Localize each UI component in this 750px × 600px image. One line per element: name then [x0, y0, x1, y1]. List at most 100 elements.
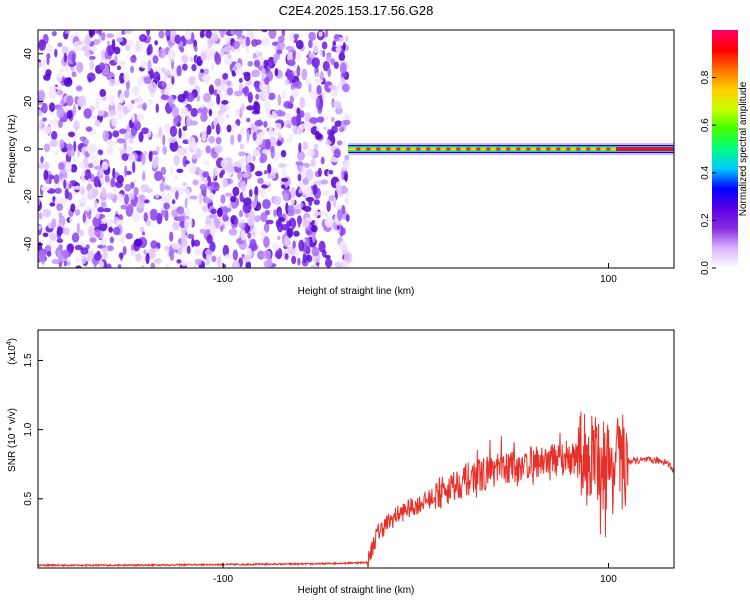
noise-blob [296, 125, 304, 137]
noise-blob [76, 222, 80, 234]
noise-blob [266, 82, 270, 94]
noise-blob [285, 45, 295, 51]
noise-blob [231, 260, 240, 268]
noise-blob [165, 30, 171, 38]
noise-blob [161, 67, 166, 74]
noise-blob [309, 90, 319, 101]
noise-blob [335, 104, 342, 110]
noise-blob [40, 155, 44, 164]
noise-blob [214, 182, 220, 192]
noise-blob [66, 95, 74, 107]
noise-blob [284, 253, 289, 260]
noise-blob [161, 80, 166, 88]
noise-blob [67, 260, 71, 266]
noise-blob [130, 66, 134, 74]
noise-blob [263, 170, 268, 175]
noise-blob [298, 239, 305, 252]
noise-blob [128, 153, 136, 163]
noise-blob [270, 147, 275, 159]
signal-core-dash [396, 147, 401, 151]
noise-blob [257, 250, 265, 260]
noise-blob [191, 237, 195, 248]
noise-blob [174, 174, 178, 181]
noise-blob [320, 179, 329, 185]
noise-blob [325, 30, 329, 36]
noise-blob [142, 170, 146, 180]
noise-blob [193, 239, 201, 247]
noise-blob [141, 264, 146, 268]
noise-blob [51, 258, 61, 265]
noise-blob [134, 41, 144, 53]
noise-blob [206, 175, 212, 187]
noise-blob [290, 88, 299, 98]
noise-blob [233, 62, 243, 75]
noise-blob [316, 126, 320, 132]
noise-blob [222, 178, 229, 188]
noise-blob [170, 166, 174, 175]
noise-blob [136, 113, 145, 122]
noise-blob [145, 35, 152, 42]
noise-blob [42, 232, 49, 237]
noise-blob [51, 130, 58, 140]
noise-blob [164, 123, 171, 133]
noise-blob [274, 68, 279, 77]
noise-blob [281, 90, 287, 100]
noise-blob [210, 33, 219, 42]
noise-blob [123, 71, 130, 83]
noise-blob [164, 263, 170, 268]
noise-blob [241, 103, 245, 112]
noise-blob [49, 202, 56, 207]
noise-blob [277, 94, 282, 107]
noise-blob [90, 173, 95, 183]
noise-blob [296, 51, 302, 62]
noise-blob [57, 42, 63, 48]
noise-blob [303, 205, 312, 212]
noise-blob [252, 131, 257, 141]
noise-blob [180, 233, 187, 243]
noise-blob [231, 123, 238, 129]
noise-blob [134, 238, 143, 247]
noise-blob [106, 40, 110, 46]
noise-blob [199, 228, 206, 234]
noise-blob [281, 223, 290, 231]
noise-blob [322, 190, 330, 197]
noise-blob [76, 61, 84, 73]
noise-blob [199, 183, 208, 191]
noise-blob [199, 30, 205, 39]
noise-blob [171, 75, 175, 85]
noise-blob [260, 212, 268, 223]
noise-blob [277, 163, 287, 168]
noise-blob [313, 199, 320, 206]
noise-blob [281, 184, 286, 189]
noise-blob [204, 77, 210, 85]
noise-blob [72, 129, 78, 140]
noise-blob [324, 216, 334, 228]
noise-blob [289, 31, 296, 43]
noise-blob [98, 62, 106, 71]
noise-blob [40, 185, 50, 192]
noise-blob [203, 68, 210, 75]
noise-blob [211, 62, 215, 73]
noise-blob [71, 186, 75, 193]
y-tick-label: 40 [23, 48, 34, 60]
noise-blob [225, 114, 229, 119]
noise-blob [255, 93, 260, 100]
noise-blob [124, 89, 130, 99]
noise-blob [341, 140, 346, 147]
noise-blob [76, 150, 81, 158]
noise-blob [344, 196, 350, 206]
noise-blob [247, 232, 252, 239]
noise-blob [240, 127, 245, 138]
noise-blob [261, 148, 271, 155]
noise-blob [160, 94, 170, 101]
spectrogram-y-label: Frequency (Hz) [7, 115, 18, 184]
noise-blob [56, 249, 61, 257]
noise-blob [105, 263, 112, 268]
noise-blob [63, 260, 68, 267]
noise-blob [161, 209, 167, 218]
noise-blob [189, 56, 194, 62]
noise-blob [275, 219, 282, 228]
noise-blob [186, 115, 190, 128]
noise-blob [222, 214, 229, 222]
noise-blob [274, 122, 282, 130]
